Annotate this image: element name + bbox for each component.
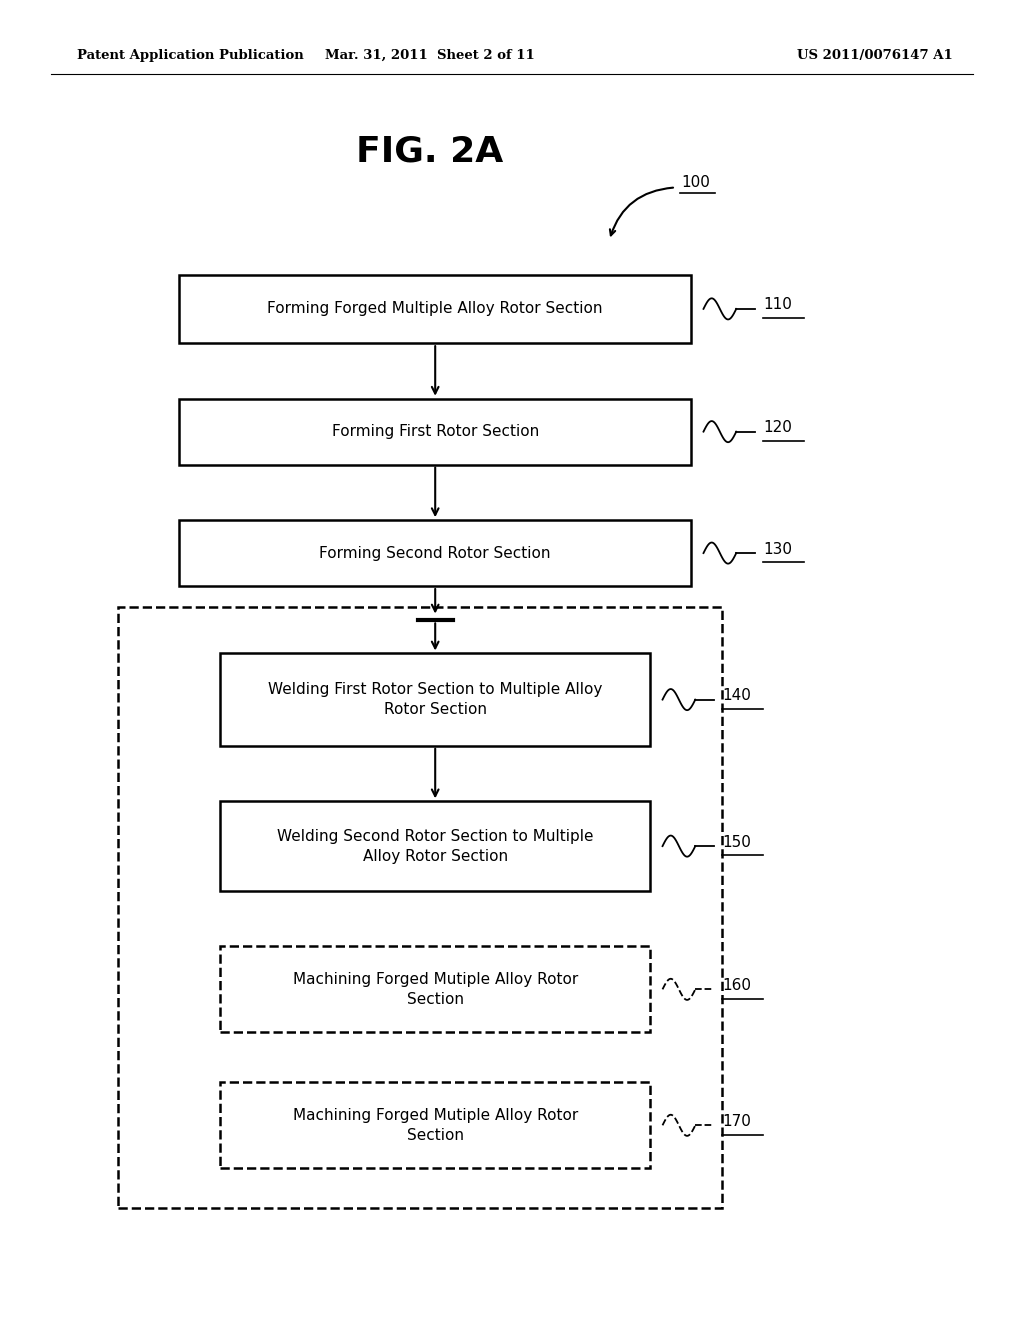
- Text: Forming Forged Multiple Alloy Rotor Section: Forming Forged Multiple Alloy Rotor Sect…: [267, 301, 603, 317]
- Bar: [220, 653, 650, 746]
- Text: 160: 160: [722, 978, 751, 993]
- Text: Welding Second Rotor Section to Multiple
Alloy Rotor Section: Welding Second Rotor Section to Multiple…: [276, 829, 594, 863]
- Text: Forming First Rotor Section: Forming First Rotor Section: [332, 424, 539, 440]
- Text: US 2011/0076147 A1: US 2011/0076147 A1: [797, 49, 952, 62]
- Text: Machining Forged Mutiple Alloy Rotor
Section: Machining Forged Mutiple Alloy Rotor Sec…: [293, 972, 578, 1007]
- Text: Mar. 31, 2011  Sheet 2 of 11: Mar. 31, 2011 Sheet 2 of 11: [326, 49, 535, 62]
- Bar: [179, 520, 691, 586]
- Bar: [220, 801, 650, 891]
- Bar: [179, 399, 691, 465]
- Text: 100: 100: [681, 174, 710, 190]
- Text: 110: 110: [763, 297, 792, 313]
- Bar: [118, 607, 722, 1208]
- Text: Patent Application Publication: Patent Application Publication: [77, 49, 303, 62]
- Text: 150: 150: [722, 834, 751, 850]
- Text: Machining Forged Mutiple Alloy Rotor
Section: Machining Forged Mutiple Alloy Rotor Sec…: [293, 1107, 578, 1143]
- Text: 140: 140: [722, 688, 751, 704]
- Bar: [220, 1082, 650, 1168]
- Text: 170: 170: [722, 1114, 751, 1129]
- Bar: [179, 275, 691, 343]
- Text: FIG. 2A: FIG. 2A: [356, 135, 504, 169]
- Text: Welding First Rotor Section to Multiple Alloy
Rotor Section: Welding First Rotor Section to Multiple …: [268, 682, 602, 717]
- Text: 130: 130: [763, 541, 792, 557]
- Text: 120: 120: [763, 420, 792, 436]
- Bar: [220, 946, 650, 1032]
- Text: Forming Second Rotor Section: Forming Second Rotor Section: [319, 545, 551, 561]
